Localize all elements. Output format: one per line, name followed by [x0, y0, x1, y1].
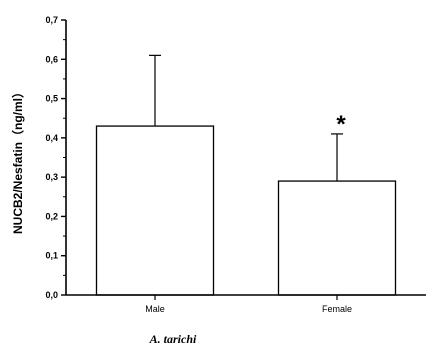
y-tick-label: 0,0 [45, 290, 58, 300]
y-tick-label: 0,7 [45, 15, 58, 25]
x-tick-label: Male [145, 304, 165, 314]
y-tick-label: 0,6 [45, 54, 58, 64]
y-tick-label: 0,2 [45, 211, 58, 221]
significance-marker: * [336, 111, 346, 138]
y-tick-label: 0,1 [45, 251, 58, 261]
x-tick-label: Female [322, 304, 352, 314]
y-tick-label: 0,5 [45, 94, 58, 104]
bars: * [95, 54, 397, 296]
y-axis-title: NUCB2/Nesfatin（ng/ml） [10, 86, 25, 234]
y-axis-ticks: 0,0 0,1 0,2 0,3 0,4 0,5 0,6 0,7 [45, 15, 66, 300]
bar-male [95, 125, 215, 296]
y-tick-label: 0,4 [45, 133, 58, 143]
x-axis-title: A. tarichi [149, 332, 197, 345]
x-axis-labels: Male Female [145, 295, 352, 314]
bar-female [277, 180, 397, 296]
y-tick-label: 0,3 [45, 172, 58, 182]
